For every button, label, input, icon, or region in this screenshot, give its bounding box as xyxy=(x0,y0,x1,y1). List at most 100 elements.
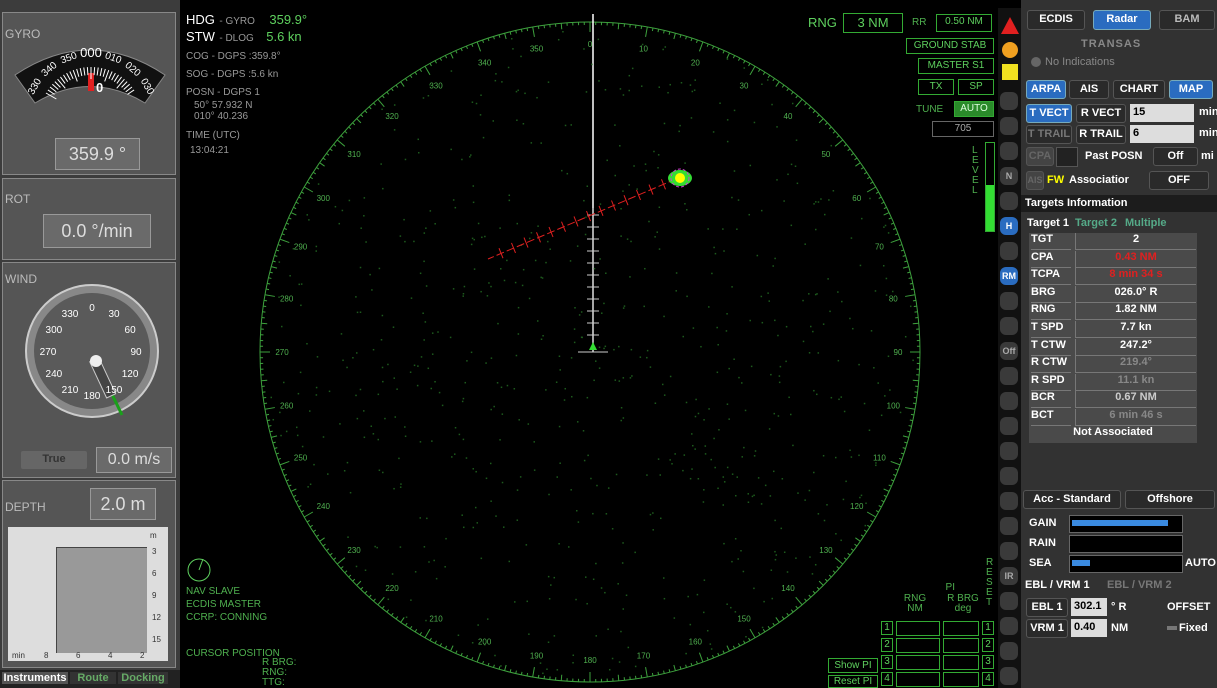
mode-select[interactable]: Offshore xyxy=(1125,490,1215,509)
t-trail[interactable]: T TRAIL xyxy=(1026,125,1072,144)
ring-tick xyxy=(435,641,436,644)
ebl-value[interactable]: 302.1 xyxy=(1071,598,1107,616)
warning-icon[interactable] xyxy=(1002,42,1018,58)
toolbar-button[interactable]: Off xyxy=(1000,342,1018,360)
mode-tab[interactable]: BAM xyxy=(1159,10,1215,30)
tune-value[interactable]: 705 xyxy=(932,121,994,137)
ring-tick xyxy=(618,675,619,681)
master-select[interactable]: MASTER S1 xyxy=(918,58,994,74)
toolbar-button[interactable]: N xyxy=(1000,167,1018,185)
toolbar-button[interactable] xyxy=(1000,492,1018,510)
toolbar-button[interactable] xyxy=(1000,617,1018,635)
gain-bar[interactable] xyxy=(1069,515,1183,533)
stab-select[interactable]: GROUND STAB xyxy=(906,38,994,54)
vect-time[interactable]: 15 xyxy=(1130,104,1194,122)
bearing-label: 130 xyxy=(819,546,833,555)
ring-tick xyxy=(910,420,913,421)
ring-tick xyxy=(320,163,325,166)
toolbar-button[interactable]: H xyxy=(1000,217,1018,235)
clutter-dot xyxy=(650,366,652,368)
wind-dial-label: 330 xyxy=(62,309,79,320)
toolbar-button[interactable] xyxy=(1000,292,1018,310)
clutter-dot xyxy=(910,306,912,308)
layer-button[interactable]: ARPA xyxy=(1026,80,1066,99)
past-value[interactable]: Off xyxy=(1153,147,1198,166)
acc-select[interactable]: Acc - Standard xyxy=(1023,490,1121,509)
association-value[interactable]: OFF xyxy=(1149,171,1209,190)
clutter-dot xyxy=(302,446,304,448)
layer-button[interactable]: CHART xyxy=(1113,80,1165,99)
toolbar-button[interactable] xyxy=(1000,467,1018,485)
show-pi[interactable]: Show PI xyxy=(828,658,878,673)
pi-reset-number[interactable]: 3 xyxy=(982,655,994,669)
rng-select[interactable]: 3 NM xyxy=(843,13,903,33)
ring-tick xyxy=(477,653,480,662)
rr-value[interactable]: 0.50 NM xyxy=(936,14,992,32)
ebl-offset[interactable]: OFFSET xyxy=(1167,601,1210,613)
toolbar-button[interactable] xyxy=(1000,592,1018,610)
table-value: 247.2° xyxy=(1075,339,1196,356)
rain-bar[interactable] xyxy=(1069,535,1183,553)
toolbar-button[interactable] xyxy=(1000,417,1018,435)
instrument-tab[interactable]: Docking xyxy=(118,672,168,684)
target-tab[interactable]: Multiple xyxy=(1125,217,1167,229)
clutter-dot xyxy=(451,70,453,72)
ring-tick xyxy=(696,40,697,43)
ebl-tab[interactable]: EBL / VRM 1 xyxy=(1025,579,1090,591)
toolbar-button[interactable]: RM xyxy=(1000,267,1018,285)
toolbar-button[interactable] xyxy=(1000,642,1018,660)
r-vect[interactable]: R VECT xyxy=(1076,104,1126,123)
wind-mode[interactable]: True xyxy=(20,450,88,470)
toolbar-button[interactable] xyxy=(1000,392,1018,410)
ebl-label[interactable]: EBL 1 xyxy=(1026,598,1068,617)
vrm-label[interactable]: VRM 1 xyxy=(1026,619,1068,638)
toolbar-button[interactable] xyxy=(1000,92,1018,110)
bearing-label: 170 xyxy=(637,651,651,660)
clutter-dot xyxy=(352,357,354,359)
ring-tick xyxy=(282,234,285,235)
toolbar-button[interactable] xyxy=(1000,367,1018,385)
toolbar-button[interactable] xyxy=(1000,442,1018,460)
toolbar-button[interactable]: IR xyxy=(1000,567,1018,585)
fixed-check[interactable] xyxy=(1167,626,1177,630)
layer-button[interactable]: AIS xyxy=(1069,80,1109,99)
tx-select[interactable]: TX xyxy=(918,79,954,95)
ebl-tab[interactable]: EBL / VRM 2 xyxy=(1107,579,1172,591)
t-vect[interactable]: T VECT xyxy=(1026,104,1072,123)
toolbar-button[interactable] xyxy=(1000,667,1018,685)
instrument-tab[interactable]: Route xyxy=(70,672,116,684)
instrument-tab[interactable]: Instruments xyxy=(2,672,68,684)
toolbar-button[interactable] xyxy=(1000,242,1018,260)
pi-reset-number[interactable]: 4 xyxy=(982,672,994,686)
layer-button[interactable]: MAP xyxy=(1169,80,1213,99)
caution-icon[interactable] xyxy=(1002,64,1018,80)
pi-reset-number[interactable]: 2 xyxy=(982,638,994,652)
toolbar-button[interactable] xyxy=(1000,517,1018,535)
cpa-button[interactable]: CPA xyxy=(1026,147,1054,166)
toolbar-button[interactable] xyxy=(1000,317,1018,335)
mode-tab[interactable]: ECDIS xyxy=(1027,10,1085,30)
r-trail[interactable]: R TRAIL xyxy=(1076,125,1126,144)
reset-pi[interactable]: Reset PI xyxy=(828,675,878,688)
target-tab[interactable]: Target 1 xyxy=(1027,217,1069,229)
target-tab[interactable]: Target 2 xyxy=(1075,217,1117,229)
clutter-dot xyxy=(485,362,487,364)
vrm-value[interactable]: 0.40 xyxy=(1071,619,1107,637)
alarm-icon[interactable] xyxy=(1001,17,1019,34)
clutter-dot xyxy=(864,403,866,405)
mode-tab[interactable]: Radar xyxy=(1093,10,1151,30)
sp-select[interactable]: SP xyxy=(958,79,994,95)
toolbar-button[interactable] xyxy=(1000,542,1018,560)
ring-tick xyxy=(330,149,332,151)
pi-reset-number[interactable]: 1 xyxy=(982,621,994,635)
trail-time[interactable]: 6 xyxy=(1130,125,1194,143)
sea-bar[interactable] xyxy=(1069,555,1183,573)
ais-button[interactable]: AIS xyxy=(1026,171,1044,190)
tune-mode[interactable]: AUTO xyxy=(954,101,994,117)
toolbar-button[interactable] xyxy=(1000,192,1018,210)
toolbar-button[interactable] xyxy=(1000,142,1018,160)
cpa-field[interactable] xyxy=(1056,147,1078,167)
clutter-dot xyxy=(465,382,467,384)
sea-auto[interactable]: AUTO xyxy=(1185,557,1216,569)
toolbar-button[interactable] xyxy=(1000,117,1018,135)
